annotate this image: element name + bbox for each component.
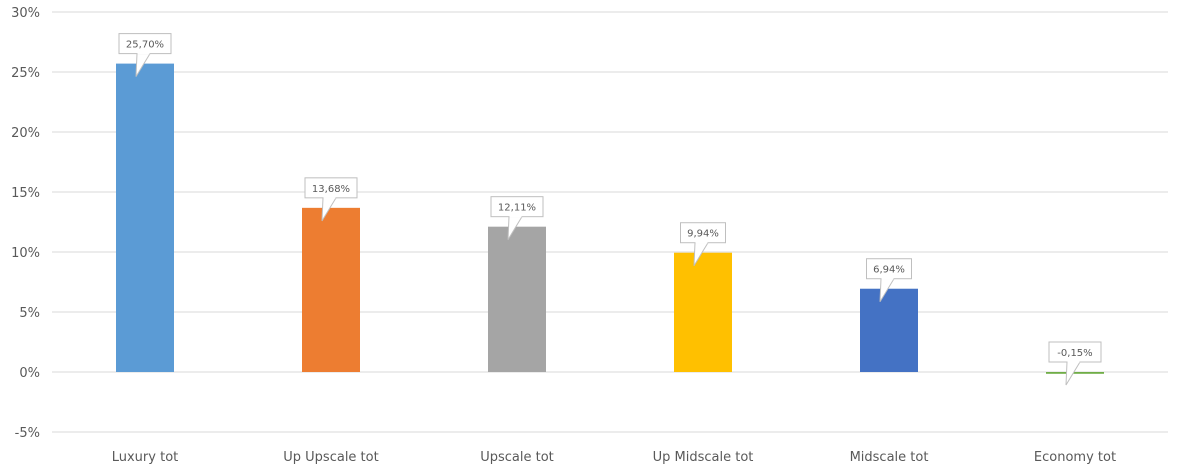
- data-label-text: 13,68%: [312, 184, 350, 195]
- data-label-text: 6,94%: [873, 265, 905, 276]
- y-tick-label: 5%: [19, 306, 40, 321]
- data-label-1: 25,70%: [118, 33, 172, 77]
- bar-2: [302, 207, 360, 372]
- data-label-text: 12,11%: [498, 203, 536, 214]
- bar-3: [488, 226, 546, 372]
- data-labels: 25,70% 13,68% 12,11% 9,94% 6,94% -0,15%: [118, 33, 1102, 386]
- data-label-text: -0,15%: [1057, 348, 1092, 359]
- y-tick-label: 30%: [11, 6, 40, 21]
- gridlines: [52, 11, 1168, 433]
- x-axis-category-labels: Luxury tot Up Upscale tot Upscale tot Up Mi…: [112, 450, 1116, 465]
- x-category-label: Up Midscale tot: [653, 450, 754, 465]
- x-category-label: Up Upscale tot: [283, 450, 378, 465]
- y-axis-tick-labels: 30% 25% 20% 15% 10% 5% 0% -5%: [11, 6, 40, 441]
- data-label-text: 25,70%: [126, 40, 164, 51]
- data-label-4: 9,94%: [680, 222, 726, 266]
- bars: [116, 63, 1104, 374]
- y-tick-label: 25%: [11, 66, 40, 81]
- data-label-5: 6,94%: [866, 258, 912, 302]
- data-label-3: 12,11%: [490, 196, 544, 240]
- bar-6: [1046, 372, 1104, 374]
- y-tick-label: 15%: [11, 186, 40, 201]
- data-label-6: -0,15%: [1048, 341, 1102, 386]
- bar-5: [860, 288, 918, 372]
- y-tick-label: 10%: [11, 246, 40, 261]
- data-label-2: 13,68%: [304, 177, 358, 222]
- x-category-label: Economy tot: [1034, 450, 1116, 465]
- data-label-text: 9,94%: [687, 229, 719, 240]
- y-tick-label: 20%: [11, 126, 40, 141]
- y-tick-label: -5%: [15, 426, 40, 441]
- bar-4: [674, 252, 732, 372]
- x-category-label: Upscale tot: [480, 450, 554, 465]
- y-tick-label: 0%: [19, 366, 40, 381]
- x-category-label: Luxury tot: [112, 450, 179, 465]
- bar-1: [116, 63, 174, 372]
- x-category-label: Midscale tot: [850, 450, 929, 465]
